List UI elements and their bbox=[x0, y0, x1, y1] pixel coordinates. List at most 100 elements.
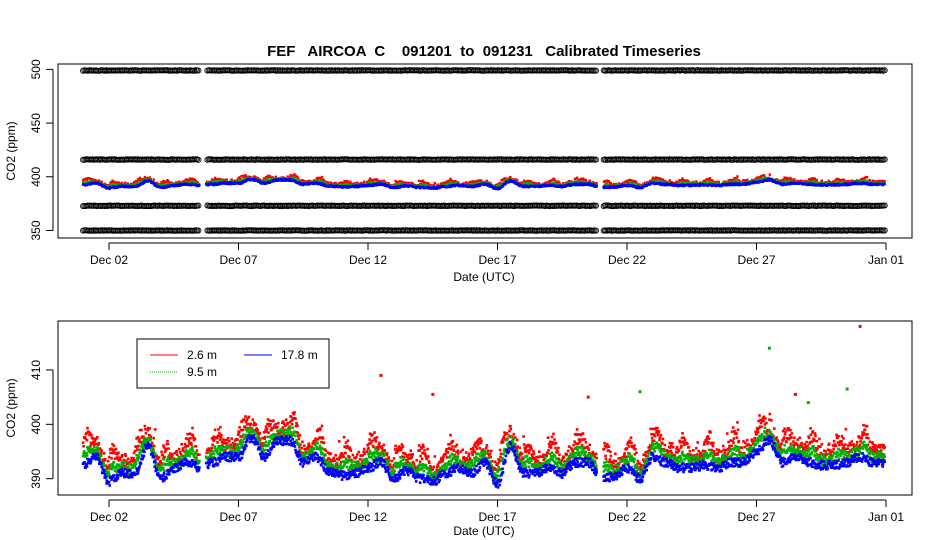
data-point bbox=[266, 178, 270, 181]
data-point bbox=[497, 184, 500, 187]
data-point bbox=[681, 177, 684, 180]
data-point bbox=[319, 178, 323, 181]
data-point bbox=[321, 182, 325, 186]
data-point bbox=[603, 179, 607, 183]
data-point bbox=[529, 180, 533, 183]
data-point bbox=[735, 177, 738, 180]
data-point bbox=[813, 177, 817, 180]
data-point bbox=[568, 181, 571, 185]
reference-gas-point bbox=[881, 227, 888, 234]
data-point bbox=[883, 180, 886, 183]
data-point bbox=[198, 184, 201, 187]
data-point bbox=[784, 177, 787, 180]
reference-gas-point bbox=[195, 156, 202, 163]
data-point bbox=[663, 180, 667, 184]
data-point bbox=[713, 181, 717, 184]
data-point bbox=[526, 182, 530, 185]
data-point bbox=[607, 180, 611, 183]
data-point bbox=[555, 182, 558, 185]
reference-gas-point bbox=[191, 67, 198, 74]
data-point bbox=[293, 173, 296, 176]
data-point bbox=[522, 179, 526, 182]
data-point bbox=[847, 179, 850, 183]
data-point bbox=[687, 180, 690, 183]
reference-gas-point bbox=[195, 67, 202, 74]
data-point bbox=[421, 183, 425, 186]
data-point bbox=[605, 182, 609, 186]
data-point bbox=[363, 180, 366, 183]
data-point bbox=[315, 176, 319, 180]
data-point bbox=[265, 176, 269, 179]
data-point bbox=[427, 182, 431, 186]
data-point bbox=[557, 180, 560, 183]
data-point bbox=[334, 181, 337, 185]
data-point bbox=[368, 177, 372, 180]
data-point bbox=[477, 183, 480, 186]
data-point bbox=[141, 178, 145, 181]
reference-gas-point bbox=[592, 227, 599, 234]
data-point bbox=[411, 181, 414, 185]
data-point bbox=[127, 182, 130, 185]
reference-gas-point bbox=[881, 67, 888, 74]
data-point bbox=[274, 175, 278, 178]
data-point bbox=[558, 181, 561, 184]
data-point bbox=[448, 180, 451, 183]
data-point bbox=[737, 179, 740, 182]
data-point bbox=[372, 184, 375, 187]
data-point bbox=[575, 176, 579, 179]
data-point bbox=[790, 178, 793, 181]
data-point bbox=[788, 178, 791, 181]
data-point bbox=[187, 179, 191, 182]
data-point bbox=[653, 177, 657, 181]
data-point bbox=[171, 182, 174, 185]
data-point bbox=[326, 181, 330, 184]
data-point bbox=[493, 186, 497, 189]
data-point bbox=[668, 179, 671, 182]
data-point bbox=[400, 180, 403, 183]
data-point bbox=[163, 182, 166, 185]
data-point bbox=[367, 179, 371, 182]
data-point bbox=[342, 182, 345, 185]
data-point bbox=[851, 180, 854, 183]
data-point bbox=[880, 179, 883, 183]
data-point bbox=[607, 183, 611, 187]
data-point bbox=[394, 179, 397, 183]
data-point bbox=[85, 178, 89, 182]
top-chart-title: FEF AIRCOA C 091201 to 091231 Calibrated… bbox=[267, 43, 701, 60]
data-point bbox=[844, 179, 847, 182]
data-point bbox=[402, 181, 405, 184]
data-point bbox=[149, 178, 152, 181]
data-point bbox=[762, 174, 766, 177]
reference-gas-point bbox=[592, 202, 599, 209]
reference-gas-points bbox=[80, 67, 888, 234]
data-point bbox=[661, 178, 665, 181]
data-point bbox=[516, 178, 519, 182]
data-point bbox=[165, 180, 168, 183]
data-point bbox=[148, 176, 151, 179]
data-point bbox=[244, 174, 247, 177]
data-point bbox=[318, 176, 322, 180]
data-point bbox=[868, 179, 872, 182]
data-point bbox=[689, 182, 692, 185]
data-point bbox=[456, 183, 460, 186]
data-point bbox=[865, 176, 869, 179]
data-point bbox=[194, 181, 198, 184]
data-point bbox=[815, 178, 819, 182]
data-point bbox=[346, 179, 349, 183]
data-point bbox=[702, 179, 706, 182]
data-point bbox=[840, 181, 843, 184]
data-point bbox=[514, 179, 517, 182]
data-point bbox=[124, 181, 127, 184]
data-point bbox=[820, 181, 823, 184]
data-point bbox=[661, 180, 665, 184]
data-point bbox=[526, 179, 530, 183]
reference-gas-point bbox=[195, 227, 202, 234]
data-point bbox=[301, 179, 304, 182]
reference-gas-point bbox=[592, 67, 599, 74]
data-point bbox=[343, 180, 346, 183]
data-point bbox=[812, 178, 816, 182]
data-point bbox=[695, 180, 698, 183]
data-point bbox=[348, 182, 351, 185]
data-point bbox=[485, 179, 488, 183]
data-point bbox=[449, 177, 452, 181]
